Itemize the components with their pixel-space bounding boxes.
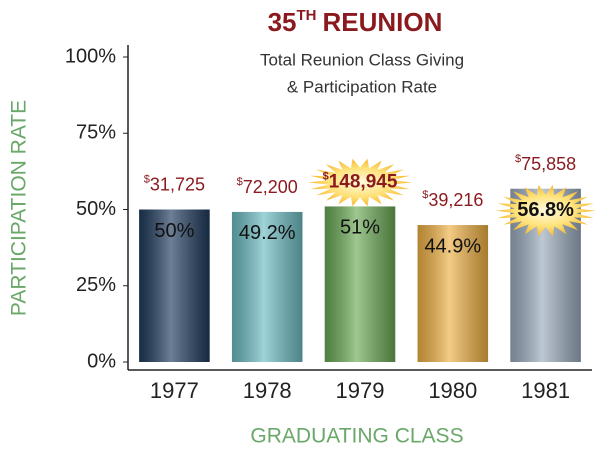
value-label: 51% (340, 217, 380, 239)
bar-shine (324, 206, 396, 362)
y-tick-label: 25% (76, 274, 116, 296)
giving-prefix: $ (422, 189, 428, 201)
giving-label: $72,200 (237, 176, 298, 197)
x-axis-label: GRADUATING CLASS (250, 425, 463, 448)
starburst (495, 185, 596, 237)
giving-label: $39,216 (422, 189, 483, 210)
value-label: 44.9% (424, 235, 481, 257)
giving-label: $75,858 (515, 153, 576, 174)
bar-shine (139, 209, 210, 362)
bar-shine (231, 211, 303, 362)
subtitle: & Participation Rate (287, 77, 437, 96)
giving-amount: 72,200 (243, 177, 298, 197)
giving-label: $148,945 (323, 170, 398, 192)
title-ordinal: TH (297, 7, 317, 24)
x-tick-label: 1977 (150, 378, 199, 403)
value-label: 49.2% (239, 222, 296, 244)
y-tick-label: 100% (65, 45, 116, 67)
giving-amount: 148,945 (329, 171, 398, 192)
giving-amount: 39,216 (428, 190, 483, 210)
giving-prefix: $ (144, 173, 150, 185)
x-tick-label: 1978 (243, 378, 292, 403)
giving-amount: 75,858 (521, 154, 576, 174)
x-tick-label: 1980 (428, 378, 477, 403)
x-tick-label: 1979 (336, 378, 385, 403)
giving-label: $31,725 (144, 173, 205, 194)
y-tick-label: 50% (76, 198, 116, 220)
y-tick-label: 0% (87, 350, 116, 372)
giving-prefix: $ (237, 176, 243, 188)
value-label: 56.8% (517, 199, 574, 221)
giving-amount: 31,725 (150, 174, 205, 194)
giving-prefix: $ (515, 153, 521, 165)
subtitle: Total Reunion Class Giving (260, 50, 464, 69)
value-label: 50% (154, 220, 194, 242)
y-tick-label: 75% (76, 122, 116, 144)
title-text: REUNION (323, 7, 443, 37)
starburst (308, 158, 412, 207)
bar-shine (417, 225, 489, 362)
x-tick-label: 1981 (521, 378, 570, 403)
y-axis-label: PARTICIPATION RATE (8, 100, 31, 316)
chart-title: 35TH REUNION (268, 7, 443, 37)
giving-prefix: $ (323, 170, 329, 182)
title-number: 35 (268, 7, 297, 37)
